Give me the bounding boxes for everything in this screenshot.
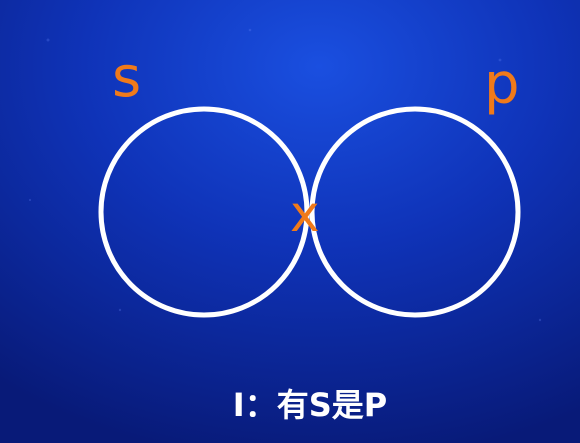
intersection-label: x [290, 185, 320, 243]
set-s-label: s [112, 45, 141, 110]
set-s-circle [98, 106, 310, 318]
set-p-circle [309, 106, 521, 318]
background-speckles [28, 28, 542, 322]
set-p-label: p [484, 52, 520, 117]
caption: I：有S是P [233, 386, 387, 424]
